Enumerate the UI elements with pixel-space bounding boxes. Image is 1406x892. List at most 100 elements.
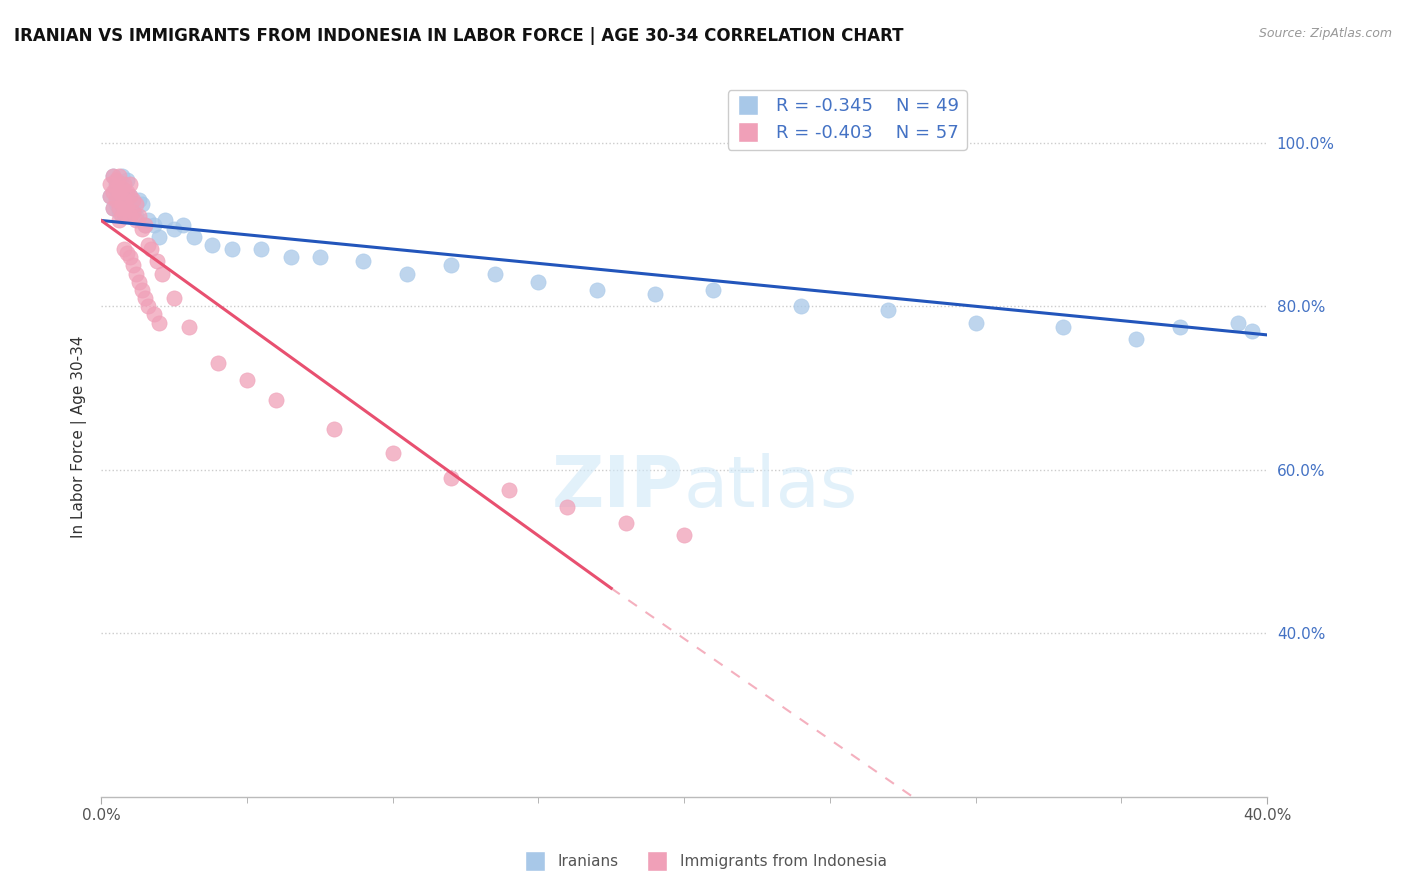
Point [131,221,153,235]
Point [120,189,142,203]
Point [104,181,127,195]
Point [148,229,170,244]
Point [114,205,136,219]
Point [128,210,150,224]
Point [484,267,506,281]
Point [110,181,132,195]
Point [117,201,139,215]
Point [104,193,127,207]
Point [148,316,170,330]
Point [134,218,156,232]
Point [381,446,404,460]
Point [702,283,724,297]
Point [120,210,142,224]
Point [280,250,302,264]
Point [107,205,129,219]
Point [125,267,148,281]
Point [557,500,579,514]
Point [965,316,987,330]
Point [1125,332,1147,346]
Point [117,193,139,207]
Point [789,299,811,313]
Point [1168,319,1191,334]
Point [142,218,165,232]
Point [131,283,153,297]
Point [172,218,194,232]
Point [120,201,142,215]
Point [207,357,229,371]
Point [139,242,162,256]
Text: IRANIAN VS IMMIGRANTS FROM INDONESIA IN LABOR FORCE | AGE 30-34 CORRELATION CHAR: IRANIAN VS IMMIGRANTS FROM INDONESIA IN … [14,27,904,45]
Y-axis label: In Labor Force | Age 30-34: In Labor Force | Age 30-34 [72,335,87,538]
Point [498,483,520,498]
Point [323,422,346,436]
Point [136,213,159,227]
Point [128,275,150,289]
Point [104,177,127,191]
Point [110,169,132,183]
Point [125,213,148,227]
Point [353,254,375,268]
Point [877,303,900,318]
Point [104,172,127,186]
Point [117,185,139,199]
Point [183,229,205,244]
Point [128,193,150,207]
Point [440,471,463,485]
Point [107,169,129,183]
Point [177,319,200,334]
Point [136,299,159,313]
Point [142,308,165,322]
Point [104,181,127,195]
Point [308,250,330,264]
Point [110,185,132,199]
Point [122,193,145,207]
Point [98,177,121,191]
Point [122,259,145,273]
Point [107,189,129,203]
Point [527,275,550,289]
Point [114,193,136,207]
Point [155,213,177,227]
Point [110,210,132,224]
Point [120,189,142,203]
Point [134,291,156,305]
Point [101,201,124,215]
Point [136,238,159,252]
Point [104,197,127,211]
Point [1052,319,1074,334]
Point [585,283,607,297]
Point [122,205,145,219]
Point [1241,324,1264,338]
Point [107,213,129,227]
Legend: R = -0.345    N = 49, R = -0.403    N = 57: R = -0.345 N = 49, R = -0.403 N = 57 [727,90,966,150]
Point [125,197,148,211]
Point [236,373,259,387]
Point [101,201,124,215]
Point [221,242,243,256]
Point [150,267,173,281]
Point [163,291,186,305]
Point [98,189,121,203]
Point [101,169,124,183]
Point [644,287,666,301]
Point [101,169,124,183]
Point [107,201,129,215]
Point [107,185,129,199]
Point [1226,316,1249,330]
Point [131,197,153,211]
Point [201,238,224,252]
Point [145,254,167,268]
Point [120,250,142,264]
Point [98,189,121,203]
Point [125,210,148,224]
Point [673,528,696,542]
Point [614,516,637,530]
Point [114,210,136,224]
Point [114,242,136,256]
Point [114,197,136,211]
Text: Source: ZipAtlas.com: Source: ZipAtlas.com [1258,27,1392,40]
Text: atlas: atlas [685,453,859,522]
Point [396,267,419,281]
Point [114,177,136,191]
